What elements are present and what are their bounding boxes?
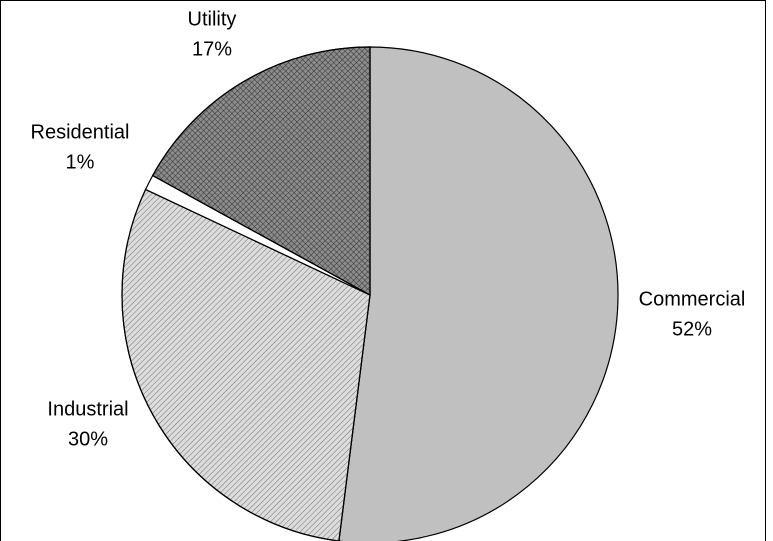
pie-slice [338, 46, 619, 541]
slice-label: Commercial [639, 288, 746, 310]
slice-texture [151, 46, 371, 297]
slice-value-label: 1% [66, 151, 95, 173]
slice-label: Residential [31, 121, 130, 143]
slice-label: Utility [188, 8, 237, 30]
slice-value-label: 30% [68, 428, 108, 450]
slice-value-label: 17% [192, 38, 232, 60]
slice-value-label: 52% [672, 318, 712, 340]
slice-texture [121, 188, 371, 541]
slice-label: Industrial [47, 398, 128, 420]
